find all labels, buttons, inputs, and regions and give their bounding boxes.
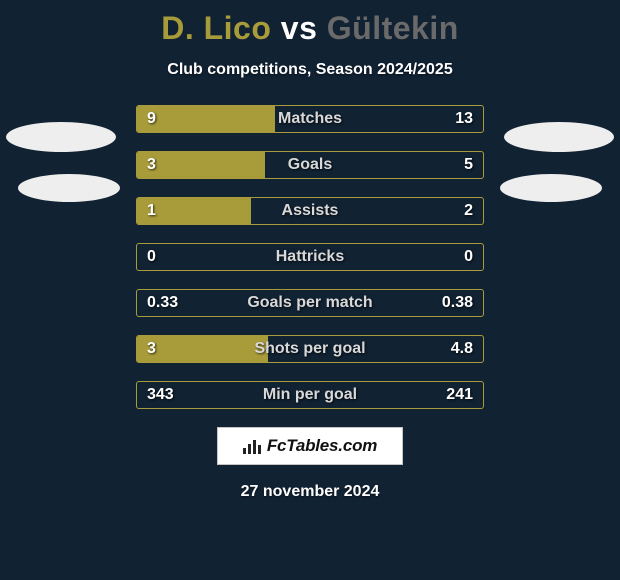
badge-placeholder-icon [504,122,614,152]
stat-bar-fill [137,106,275,132]
comparison-title: D. Lico vs Gültekin [0,0,620,47]
stat-row: 9Matches13 [136,105,484,133]
stat-value-right: 4.8 [451,336,473,362]
stat-row: 0.33Goals per match0.38 [136,289,484,317]
stat-value-right: 0 [464,244,473,270]
stat-label: Goals per match [137,290,483,316]
brand-logo-box: FcTables.com [217,427,403,465]
stat-bar-fill [137,198,251,224]
badge-placeholder-icon [18,174,120,202]
stat-row: 1Assists2 [136,197,484,225]
stat-label: Min per goal [137,382,483,408]
stat-value-left: 0 [147,244,156,270]
badge-placeholder-icon [6,122,116,152]
snapshot-date: 27 november 2024 [0,483,620,501]
stats-bars: 9Matches13 3Goals5 1Assists2 0Hattricks0 0.3… [136,105,484,409]
brand-text: FcTables.com [267,436,377,456]
stat-value-right: 2 [464,198,473,224]
stat-row: 343Min per goal241 [136,381,484,409]
player2-name: Gültekin [327,10,459,46]
bar-chart-icon [243,438,263,454]
stat-bar-fill [137,336,268,362]
vs-text: vs [281,10,318,46]
stat-value-right: 5 [464,152,473,178]
stat-value-right: 13 [455,106,473,132]
player1-name: D. Lico [161,10,271,46]
stat-row: 3Shots per goal4.8 [136,335,484,363]
stat-bar-fill [137,152,265,178]
stat-value-left: 343 [147,382,174,408]
stat-value-right: 0.38 [442,290,473,316]
badge-placeholder-icon [500,174,602,202]
stat-row: 3Goals5 [136,151,484,179]
stat-label: Hattricks [137,244,483,270]
stat-row: 0Hattricks0 [136,243,484,271]
stat-value-right: 241 [446,382,473,408]
season-subtitle: Club competitions, Season 2024/2025 [0,61,620,79]
stat-value-left: 0.33 [147,290,178,316]
